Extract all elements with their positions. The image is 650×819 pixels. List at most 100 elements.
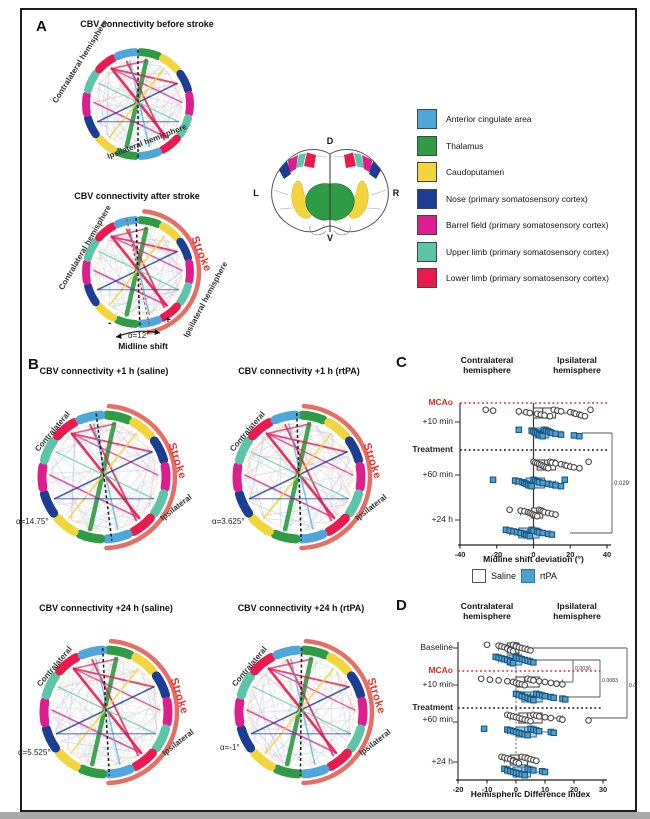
data-point-rtpa <box>552 482 559 489</box>
diagram-title-1h-rtpa: CBV connectivity +1 h (rtPA) <box>238 366 360 376</box>
x-tick-label: 0 <box>531 550 535 559</box>
data-point-saline <box>483 641 491 649</box>
data-point-saline <box>553 680 560 687</box>
connectogram-highlight-chords <box>93 226 183 317</box>
data-point-saline <box>541 412 548 419</box>
data-point-rtpa <box>570 432 578 439</box>
data-point-rtpa <box>530 659 537 666</box>
right-label: R <box>392 188 400 198</box>
diagram-title-24h-rtpa: CBV connectivity +24 h (rtPA) <box>237 603 365 613</box>
connectogram-highlight-chords <box>49 421 159 532</box>
data-point-rtpa <box>541 692 549 700</box>
connectogram-arcs <box>232 410 366 544</box>
midline-dashed-line <box>299 647 303 777</box>
x-tick-label: 30 <box>599 785 607 794</box>
region-color-legend: Anterior cingulate area Thalamus Caudoputa… <box>417 106 609 292</box>
data-point-rtpa <box>552 430 559 438</box>
scatter-row-saline-+24h <box>498 753 540 767</box>
significance-bracket: 0.0003 <box>529 647 636 719</box>
data-point-rtpa <box>535 727 543 735</box>
connectogram-24h-saline <box>39 638 180 786</box>
scatter-row-rtpa-Baseline <box>492 653 537 667</box>
data-point-rtpa <box>480 725 488 733</box>
panel-d-label: D <box>396 597 407 614</box>
data-point-rtpa <box>539 432 546 440</box>
data-point-saline <box>521 681 529 689</box>
stroke-extent-arc <box>301 638 375 786</box>
ventral-label: V <box>326 233 333 243</box>
p-value-label: 0.0083 <box>602 678 618 684</box>
data-point-rtpa <box>509 659 517 667</box>
midline-shift-chart: -40 -20 0 20 40 Midline shift deviation (°) 0.… <box>455 402 630 564</box>
x-tick-label: 20 <box>570 785 578 794</box>
data-point-rtpa <box>541 768 549 776</box>
data-point-saline <box>506 506 513 514</box>
scatter-row-saline-+60min <box>503 711 592 725</box>
x-tick-label: 20 <box>566 550 574 559</box>
brain-coronal-schematic <box>271 149 389 236</box>
scatter-row-rtpa-+60min <box>489 476 568 490</box>
left-label: L <box>253 188 259 198</box>
data-point-saline <box>546 412 554 420</box>
data-point-rtpa <box>548 531 556 538</box>
row-label-+24-h: +24 h <box>431 514 453 524</box>
data-point-saline <box>503 677 511 685</box>
connectogram-arcs <box>82 216 194 328</box>
data-point-saline <box>535 677 543 685</box>
x-tick-label: 40 <box>603 550 611 559</box>
diagram-title-before-stroke: CBV connectivity before stroke <box>80 19 214 29</box>
data-point-saline <box>515 759 523 767</box>
midline-dashed-line <box>95 413 113 541</box>
legend-swatch <box>417 135 437 156</box>
row-label-treatment: Treatment <box>412 702 453 712</box>
scatter-row-rtpa-+10min <box>515 426 583 440</box>
data-point-rtpa <box>526 532 534 540</box>
connectogram-after-stroke <box>82 209 202 339</box>
data-point-saline <box>557 408 565 415</box>
row-label-+60-min: +60 min <box>422 469 453 479</box>
row-label-mcao: MCAo <box>428 397 453 407</box>
saline-swatch <box>472 569 486 583</box>
data-point-saline <box>530 677 537 684</box>
midline-minus-sign: - <box>108 318 112 329</box>
ipsilateral-hemisphere-header: Ipsilateral hemisphere <box>553 601 601 621</box>
legend-swatch <box>417 109 437 130</box>
x-axis-label: Hemispheric Difference Index <box>471 789 591 799</box>
legend-item: Upper limb (primary somatosensory cortex… <box>417 239 609 266</box>
legend-swatch <box>417 215 437 236</box>
data-point-rtpa <box>562 696 569 703</box>
legend-label: Lower limb (primary somatosensory cortex… <box>446 273 609 284</box>
data-point-saline <box>495 677 502 684</box>
stroke-extent-arc <box>299 403 373 551</box>
page-bottom-edge <box>0 812 650 819</box>
panel-b-label: B <box>28 356 39 373</box>
legend-item: Anterior cingulate area <box>417 106 609 133</box>
scatter-row-rtpa-+24h <box>502 526 556 540</box>
saline-legend-label: Saline <box>491 571 517 581</box>
data-point-saline <box>587 406 594 414</box>
data-point-saline <box>535 713 543 720</box>
connectogram-1h-saline <box>37 403 178 551</box>
data-point-rtpa <box>557 482 565 490</box>
connectogram-arcs <box>37 410 171 544</box>
diagram-title-after-stroke: CBV connectivity after stroke <box>74 191 200 201</box>
data-point-saline <box>581 412 589 420</box>
scatter-row-saline-+24h <box>506 506 559 520</box>
x-tick-label: -40 <box>455 550 466 559</box>
row-label-mcao: MCAo <box>428 665 453 675</box>
alpha-value-label: α=-1° <box>220 743 240 752</box>
row-label-+10-min: +10 min <box>422 416 453 426</box>
nose-region-left <box>279 161 291 179</box>
data-point-rtpa <box>528 482 535 490</box>
alpha-value-label: α=12° <box>128 331 150 340</box>
data-point-saline <box>576 464 583 472</box>
data-point-saline <box>552 460 559 467</box>
legend-swatch <box>417 188 437 209</box>
data-point-saline <box>515 408 523 415</box>
data-point-saline <box>482 406 490 414</box>
midline-dashed-line <box>296 413 302 541</box>
barrel-field-region-left <box>288 155 298 173</box>
row-label-+24-h: +24 h <box>431 756 453 766</box>
scatter-row-saline-+60min <box>530 458 592 472</box>
rtpa-swatch <box>521 569 536 583</box>
